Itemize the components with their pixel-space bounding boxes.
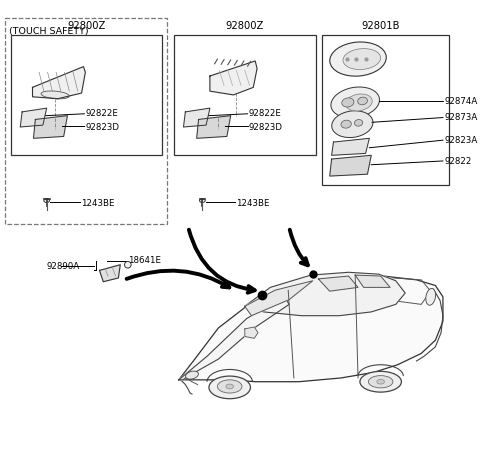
Ellipse shape — [185, 371, 198, 379]
Polygon shape — [179, 274, 443, 382]
Ellipse shape — [342, 99, 354, 108]
Text: 18641E: 18641E — [128, 255, 161, 264]
Ellipse shape — [354, 120, 363, 127]
Ellipse shape — [358, 98, 367, 106]
Ellipse shape — [360, 372, 401, 392]
Ellipse shape — [217, 380, 242, 393]
Polygon shape — [355, 276, 390, 288]
Text: 92822: 92822 — [445, 156, 472, 165]
Text: 92801B: 92801B — [361, 21, 400, 31]
Ellipse shape — [44, 199, 49, 203]
Text: 1243BE: 1243BE — [81, 198, 114, 207]
Bar — [174, 35, 315, 156]
Ellipse shape — [209, 376, 251, 399]
Polygon shape — [332, 139, 369, 156]
Polygon shape — [33, 67, 85, 100]
Polygon shape — [318, 277, 358, 292]
Polygon shape — [330, 156, 371, 177]
Bar — [322, 35, 449, 186]
Polygon shape — [179, 297, 289, 380]
Ellipse shape — [369, 376, 393, 388]
Text: 92874A: 92874A — [445, 97, 478, 106]
Text: 92823D: 92823D — [249, 122, 283, 131]
Text: 92873A: 92873A — [445, 113, 478, 122]
Ellipse shape — [346, 95, 372, 112]
Text: 92823A: 92823A — [445, 136, 478, 144]
Ellipse shape — [41, 92, 69, 100]
Polygon shape — [210, 62, 257, 96]
Ellipse shape — [330, 43, 386, 77]
Ellipse shape — [331, 88, 380, 119]
Text: 92890A: 92890A — [47, 262, 80, 271]
Ellipse shape — [343, 50, 381, 71]
Text: (TOUCH SAFETY): (TOUCH SAFETY) — [9, 27, 89, 36]
Ellipse shape — [341, 121, 351, 129]
Bar — [11, 35, 162, 156]
Polygon shape — [197, 116, 231, 139]
Ellipse shape — [426, 289, 435, 306]
Polygon shape — [245, 281, 313, 316]
Text: 92800Z: 92800Z — [226, 21, 264, 31]
Ellipse shape — [377, 379, 384, 384]
Text: 92822E: 92822E — [249, 109, 281, 118]
Text: 92823D: 92823D — [85, 122, 120, 131]
Polygon shape — [34, 116, 67, 139]
Ellipse shape — [226, 384, 233, 389]
Ellipse shape — [124, 262, 131, 268]
Ellipse shape — [200, 199, 205, 203]
Ellipse shape — [332, 111, 373, 138]
Polygon shape — [183, 109, 210, 128]
Polygon shape — [99, 265, 120, 282]
Polygon shape — [245, 327, 258, 339]
Bar — [5, 20, 168, 225]
Text: 1243BE: 1243BE — [236, 198, 270, 207]
Polygon shape — [20, 109, 47, 128]
Text: 92822E: 92822E — [85, 109, 118, 118]
Polygon shape — [245, 273, 405, 316]
Text: 92800Z: 92800Z — [67, 21, 106, 31]
